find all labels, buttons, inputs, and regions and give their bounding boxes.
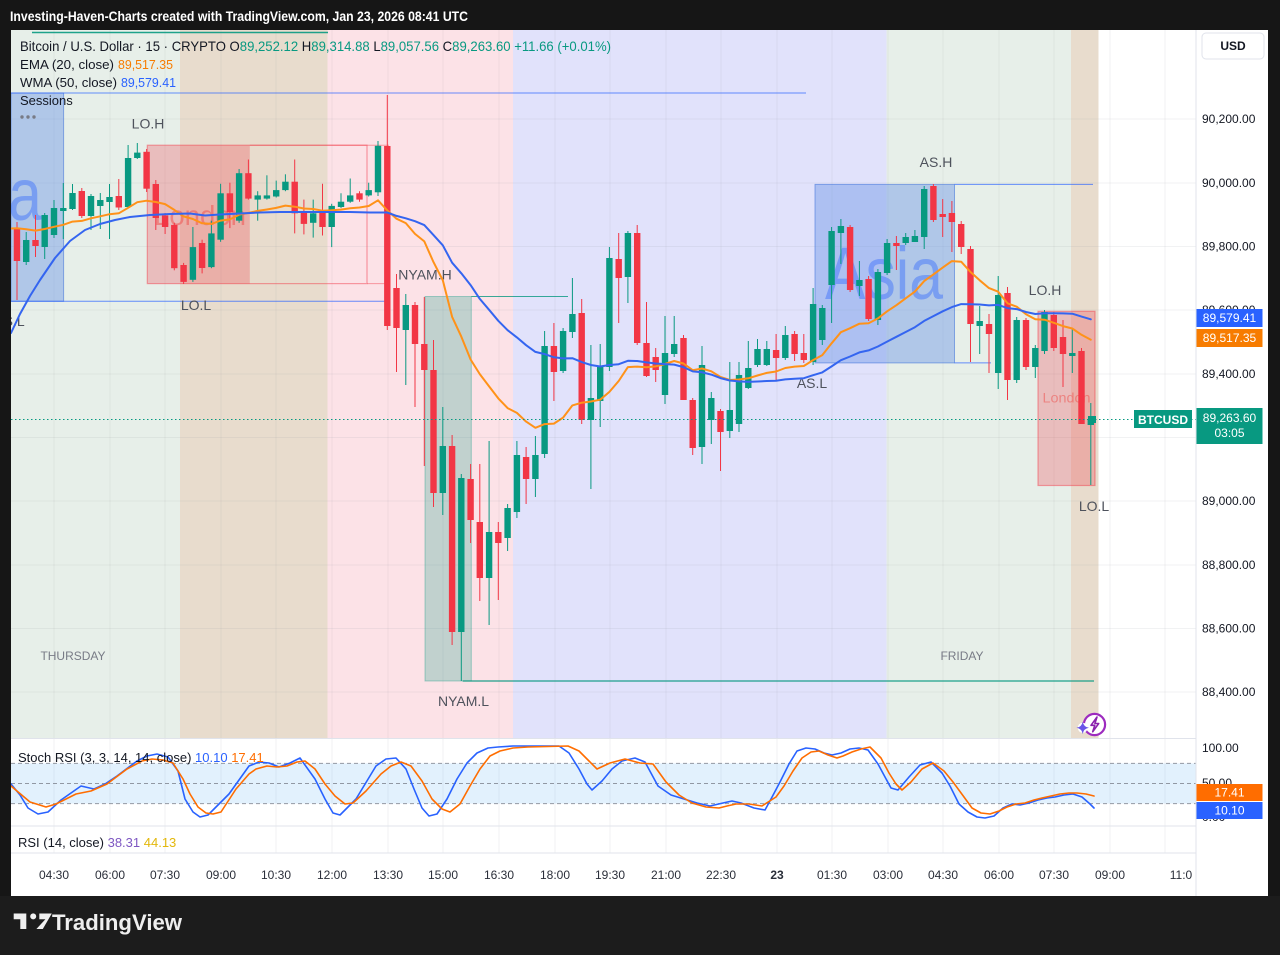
svg-text:89,517.35: 89,517.35 xyxy=(118,57,173,72)
svg-text:23: 23 xyxy=(770,868,784,882)
svg-text:WMA (50, close): WMA (50, close) xyxy=(20,75,117,90)
svg-text:Investing-Haven-Charts created: Investing-Haven-Charts created with Trad… xyxy=(10,8,468,24)
svg-text:LO.H: LO.H xyxy=(132,116,165,132)
svg-text:17.41: 17.41 xyxy=(1214,786,1244,800)
svg-text:THURSDAY: THURSDAY xyxy=(40,649,105,663)
svg-text:LO.H: LO.H xyxy=(1029,282,1062,298)
svg-text:07:30: 07:30 xyxy=(150,868,180,882)
svg-text:90,000.00: 90,000.00 xyxy=(1202,176,1256,190)
svg-text:FRIDAY: FRIDAY xyxy=(940,649,983,663)
svg-text:10.10: 10.10 xyxy=(1214,804,1244,818)
svg-text:13:30: 13:30 xyxy=(373,868,403,882)
svg-text:Sessions: Sessions xyxy=(20,93,73,108)
svg-text:09:00: 09:00 xyxy=(206,868,236,882)
svg-text:89,579.41: 89,579.41 xyxy=(1203,311,1257,325)
svg-text:89,579.41: 89,579.41 xyxy=(121,75,176,90)
svg-text:03:00: 03:00 xyxy=(873,868,903,882)
svg-text:06:00: 06:00 xyxy=(984,868,1014,882)
svg-text:BTCUSD: BTCUSD xyxy=(1138,413,1188,427)
svg-text:18:00: 18:00 xyxy=(540,868,570,882)
svg-text:EMA (20, close): EMA (20, close) xyxy=(20,57,114,72)
svg-text:AS.H: AS.H xyxy=(920,154,953,170)
svg-text:NYAM.L: NYAM.L xyxy=(438,693,489,709)
svg-text:03:05: 03:05 xyxy=(1214,426,1244,440)
svg-text:89,263.60: 89,263.60 xyxy=(1203,411,1257,425)
svg-text:04:30: 04:30 xyxy=(928,868,958,882)
svg-text:89,000.00: 89,000.00 xyxy=(1202,494,1256,508)
svg-text:89,517.35: 89,517.35 xyxy=(1203,331,1257,345)
svg-text:15:00: 15:00 xyxy=(428,868,458,882)
svg-text:100.00: 100.00 xyxy=(1202,741,1239,755)
svg-text:89,800.00: 89,800.00 xyxy=(1202,240,1256,254)
svg-text:22:30: 22:30 xyxy=(706,868,736,882)
svg-text:06:00: 06:00 xyxy=(95,868,125,882)
svg-text:04:30: 04:30 xyxy=(39,868,69,882)
svg-text:10:30: 10:30 xyxy=(261,868,291,882)
svg-text:11:0: 11:0 xyxy=(1170,868,1193,882)
svg-text:Bitcoin / U.S. Dollar · 15 · C: Bitcoin / U.S. Dollar · 15 · CRYPTO O89,… xyxy=(20,38,611,54)
svg-text:RSI (14, close) 38.31 44.13: RSI (14, close) 38.31 44.13 xyxy=(18,835,176,850)
svg-text:12:00: 12:00 xyxy=(317,868,347,882)
svg-text:07:30: 07:30 xyxy=(1039,868,1069,882)
svg-text:Asia: Asia xyxy=(0,153,43,236)
svg-text:88,400.00: 88,400.00 xyxy=(1202,685,1256,699)
svg-text:19:30: 19:30 xyxy=(595,868,625,882)
svg-text:LO.L: LO.L xyxy=(181,297,212,313)
svg-text:01:30: 01:30 xyxy=(817,868,847,882)
svg-text:90,200.00: 90,200.00 xyxy=(1202,112,1256,126)
svg-text:16:30: 16:30 xyxy=(484,868,514,882)
svg-text:LO.L: LO.L xyxy=(1079,498,1110,514)
svg-text:88,800.00: 88,800.00 xyxy=(1202,558,1256,572)
svg-text:09:00: 09:00 xyxy=(1095,868,1125,882)
svg-text:USD: USD xyxy=(1220,39,1246,53)
svg-text:88,600.00: 88,600.00 xyxy=(1202,622,1256,636)
svg-text:Stoch RSI (3, 3, 14, 14, close: Stoch RSI (3, 3, 14, 14, close) 10.10 17… xyxy=(18,750,264,765)
svg-text:TradingView: TradingView xyxy=(52,910,183,935)
svg-text:89,400.00: 89,400.00 xyxy=(1202,367,1256,381)
svg-text:21:00: 21:00 xyxy=(651,868,681,882)
